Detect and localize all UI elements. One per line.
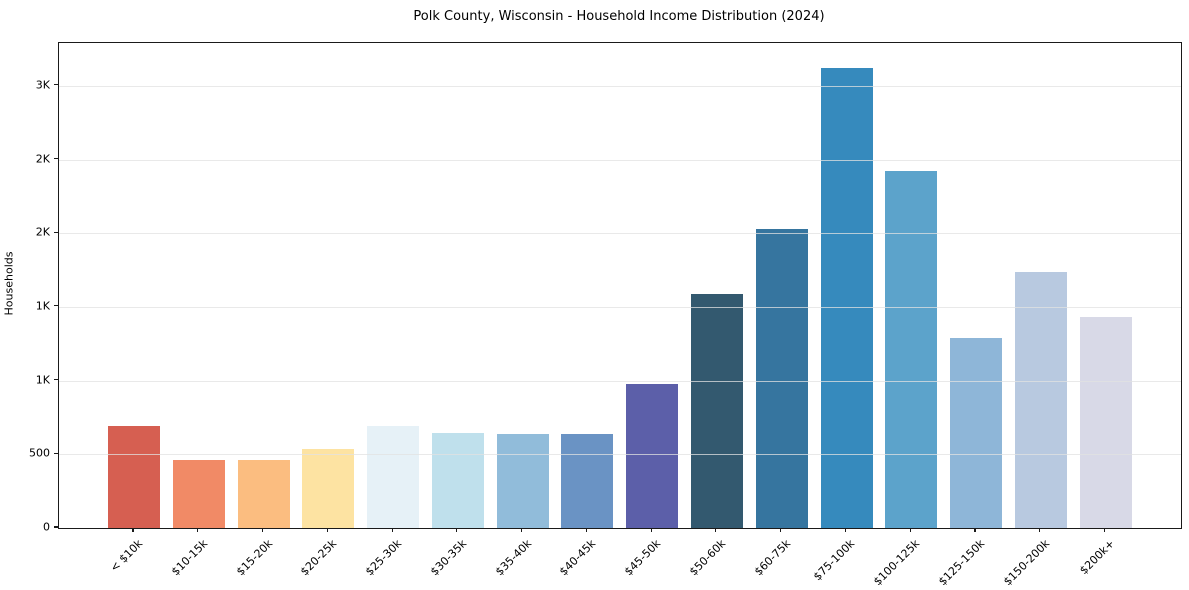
y-tick-mark bbox=[54, 305, 58, 307]
bar-$35-40k bbox=[496, 433, 549, 528]
x-tick-mark bbox=[1104, 528, 1106, 532]
y-tick-mark bbox=[54, 379, 58, 381]
gridline-500 bbox=[59, 454, 1181, 456]
y-tick-mark bbox=[54, 526, 58, 528]
y-tick-label: 500 bbox=[29, 446, 50, 460]
x-tick-label: $100-125k bbox=[871, 537, 923, 589]
x-tick-mark bbox=[391, 528, 393, 532]
bar-$60-75k bbox=[755, 228, 808, 528]
x-tick-mark bbox=[715, 528, 717, 532]
bar-$25-30k bbox=[367, 425, 420, 528]
bar-$50-60k bbox=[690, 294, 743, 528]
x-tick-mark bbox=[1039, 528, 1041, 532]
gridline-3K bbox=[59, 85, 1181, 87]
x-tick-mark bbox=[974, 528, 976, 532]
x-tick-label: $15-20k bbox=[233, 537, 275, 579]
bar-$150-200k bbox=[1014, 271, 1067, 528]
bar-$30-35k bbox=[431, 432, 484, 528]
y-tick-mark bbox=[54, 84, 58, 86]
plot-area bbox=[58, 42, 1182, 529]
x-tick-label: $30-35k bbox=[427, 537, 470, 579]
x-tick-mark bbox=[780, 528, 782, 532]
y-tick-label: 1K bbox=[35, 299, 50, 313]
x-tick-mark bbox=[197, 528, 199, 532]
gridline-1K bbox=[59, 306, 1181, 308]
x-tick-label: $50-60k bbox=[686, 537, 729, 579]
x-tick-label: < $10k bbox=[107, 537, 146, 575]
x-tick-label: $60-75k bbox=[751, 537, 793, 579]
bar-< $10k bbox=[108, 426, 160, 528]
y-tick-mark bbox=[54, 231, 58, 233]
x-tick-label: $10-15k bbox=[168, 537, 210, 579]
y-tick-label: 0 bbox=[43, 520, 50, 534]
bar-$125-150k bbox=[950, 337, 1002, 528]
x-tick-label: $40-45k bbox=[557, 537, 599, 579]
x-tick-label: $75-100k bbox=[811, 537, 858, 584]
x-tick-mark bbox=[456, 528, 458, 532]
x-tick-label: $35-40k bbox=[492, 537, 534, 579]
bar-$10-15k bbox=[172, 459, 225, 528]
bar-$45-50k bbox=[626, 384, 679, 528]
x-tick-mark bbox=[909, 528, 911, 532]
gridline-2K bbox=[59, 159, 1181, 161]
y-tick-label: 3K bbox=[35, 78, 50, 92]
x-tick-label: $25-30k bbox=[363, 537, 405, 579]
x-tick-label: $200k+ bbox=[1076, 537, 1117, 578]
bar-$40-45k bbox=[561, 433, 614, 528]
x-tick-mark bbox=[844, 528, 847, 532]
y-tick-label: 2K bbox=[35, 225, 50, 239]
x-tick-label: $150-200k bbox=[1000, 537, 1052, 589]
x-tick-mark bbox=[521, 528, 523, 532]
y-tick-label: 1K bbox=[35, 373, 50, 387]
y-tick-label: 2K bbox=[35, 152, 50, 165]
gridline-1K bbox=[59, 380, 1181, 382]
bar-$15-20k bbox=[237, 459, 290, 528]
bar-$75-100k bbox=[820, 68, 873, 528]
bar-$100-125k bbox=[885, 171, 938, 528]
x-tick-label: $45-50k bbox=[622, 537, 664, 579]
chart-title: Polk County, Wisconsin - Household Incom… bbox=[413, 9, 825, 24]
bar-$200k+ bbox=[1079, 316, 1132, 528]
y-axis-label: Households bbox=[2, 251, 16, 316]
y-tick-mark bbox=[54, 157, 58, 160]
x-tick-mark bbox=[326, 528, 328, 532]
x-tick-label: $20-25k bbox=[298, 537, 340, 579]
gridline-2K bbox=[59, 233, 1181, 235]
y-tick-mark bbox=[54, 452, 58, 454]
bar-$20-25k bbox=[302, 449, 355, 528]
x-tick-mark bbox=[585, 528, 587, 532]
x-tick-label: $125-150k bbox=[936, 537, 988, 589]
x-tick-mark bbox=[650, 528, 652, 532]
x-tick-mark bbox=[132, 528, 134, 532]
x-tick-mark bbox=[261, 528, 264, 532]
